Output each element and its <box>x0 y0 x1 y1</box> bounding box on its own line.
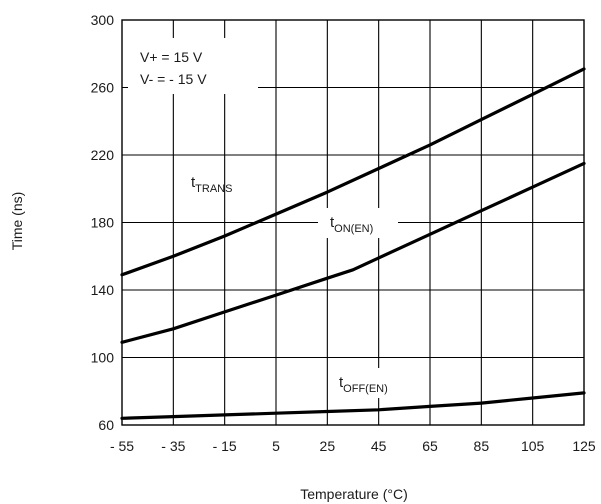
series-line-ton-en <box>120 161 586 344</box>
x-tick-label: 105 <box>521 438 545 454</box>
y-tick-label: 140 <box>91 282 115 298</box>
annotation-vminus: V- = - 15 V <box>140 71 207 87</box>
svg-text:tON(EN): tON(EN) <box>330 214 373 235</box>
y-tick-label: 60 <box>98 417 114 433</box>
x-tick-label: 45 <box>371 438 387 454</box>
plot-frame <box>121 19 585 426</box>
x-tick-label: - 55 <box>110 438 134 454</box>
tick-layer: 60 100 140 180 220 260 300 - 55 - 35 - 15 5 25 45 65 8… <box>91 12 596 454</box>
conditions-annotation: V+ = 15 V V- = - 15 V <box>128 38 258 94</box>
y-tick-label: 180 <box>91 215 115 231</box>
x-tick-label: 5 <box>272 438 280 454</box>
series-line-toff-en <box>120 391 586 420</box>
y-axis-label: Time (ns) <box>9 192 25 251</box>
series-label-ttrans: tTRANS <box>191 174 232 195</box>
series-line-ttrans <box>120 67 586 277</box>
x-tick-label: 85 <box>474 438 490 454</box>
curve-layer <box>120 67 586 420</box>
series-label-ton: tON(EN) <box>318 208 398 238</box>
svg-text:tTRANS: tTRANS <box>191 174 232 195</box>
x-tick-label: 25 <box>320 438 336 454</box>
x-tick-label: 125 <box>572 438 596 454</box>
series-label-toff: tOFF(EN) <box>330 368 416 398</box>
x-tick-label: - 35 <box>161 438 185 454</box>
y-tick-label: 300 <box>91 12 115 28</box>
svg-text:tOFF(EN): tOFF(EN) <box>339 374 388 395</box>
series-labels: tTRANS tON(EN) tOFF(EN) <box>191 174 416 398</box>
y-tick-label: 100 <box>91 350 115 366</box>
x-axis-label: Temperature (°C) <box>300 486 408 502</box>
y-tick-label: 260 <box>91 80 115 96</box>
x-tick-label: - 15 <box>213 438 237 454</box>
x-tick-label: 65 <box>422 438 438 454</box>
y-tick-label: 220 <box>91 147 115 163</box>
annotation-vplus: V+ = 15 V <box>140 49 203 65</box>
